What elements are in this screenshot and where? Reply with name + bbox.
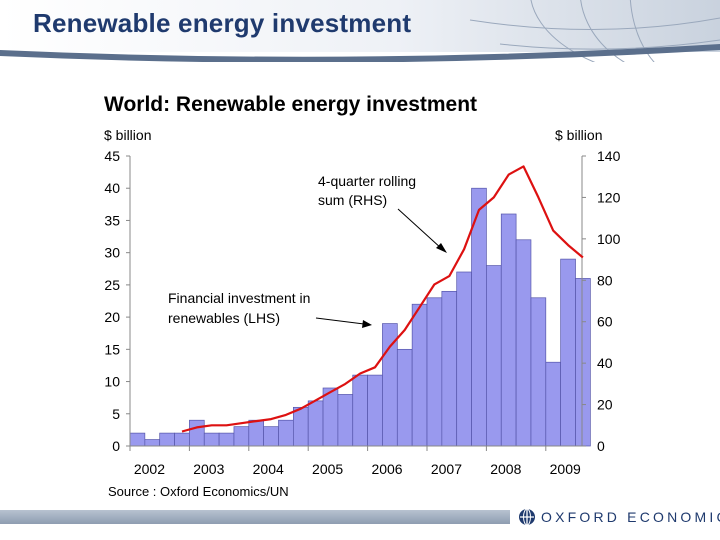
bar-2003Q3 xyxy=(218,432,235,447)
y-left-tick-label: 35 xyxy=(104,212,120,228)
y-left-tick-label: 30 xyxy=(104,245,120,261)
bar-2009Q3 xyxy=(575,278,591,447)
y-right-tick-label: 120 xyxy=(597,189,621,205)
x-tick-label: 2004 xyxy=(253,461,284,477)
x-tick-label: 2006 xyxy=(371,461,402,477)
footer-bar xyxy=(0,510,510,524)
globe-icon xyxy=(519,508,535,526)
annotation-rolling-sum-text: 4-quarter rolling xyxy=(318,173,416,189)
y-left-tick-label: 0 xyxy=(112,438,120,454)
bar-2008Q4 xyxy=(530,297,547,447)
logo-text: OXFORD ECONOMICS xyxy=(541,509,720,525)
header-globe-background xyxy=(0,0,720,62)
y-right-tick-label: 80 xyxy=(597,272,613,288)
bar-2005Q2 xyxy=(322,387,339,447)
y-left-tick-label: 45 xyxy=(104,148,120,164)
chart-title: World: Renewable energy investment xyxy=(104,93,478,116)
bar-2002Q2 xyxy=(144,439,161,447)
bar-2004Q1 xyxy=(248,419,265,447)
bar-2007Q1 xyxy=(426,297,443,447)
y-right-tick-label: 60 xyxy=(597,314,613,330)
y-right-tick-label: 100 xyxy=(597,231,621,247)
bar-2005Q3 xyxy=(337,394,354,447)
slide-title: Renewable energy investment xyxy=(33,8,412,38)
y-axis-right-label: $ billion xyxy=(555,127,602,143)
x-tick-label: 2009 xyxy=(550,461,581,477)
y-left-tick-label: 40 xyxy=(104,180,120,196)
bar-2003Q1 xyxy=(189,419,205,447)
y-right-tick-label: 0 xyxy=(597,438,605,454)
annotation-rolling-sum-arrowhead xyxy=(436,243,447,253)
slide-header: Renewable energy investment xyxy=(0,0,720,62)
bar-2005Q1 xyxy=(307,400,324,447)
y-left-tick-label: 15 xyxy=(104,341,120,357)
bar-2004Q4 xyxy=(293,406,309,447)
y-left-tick-label: 10 xyxy=(104,374,120,390)
y-left-tick-label: 25 xyxy=(104,277,120,293)
bar-2006Q1 xyxy=(367,374,383,447)
x-tick-label: 2008 xyxy=(490,461,521,477)
annotation-bars-arrow xyxy=(315,317,365,325)
bar-2007Q4 xyxy=(471,187,487,447)
y-right-tick-label: 20 xyxy=(597,397,613,413)
bar-2002Q4 xyxy=(174,432,190,447)
source-note: Source : Oxford Economics/UN xyxy=(108,484,289,499)
bar-2005Q4 xyxy=(352,374,368,447)
bar-2002Q1 xyxy=(129,432,146,447)
bar-2004Q2 xyxy=(263,426,279,447)
bar-2009Q2 xyxy=(560,258,576,447)
bar-2008Q2 xyxy=(500,213,517,447)
bar-2006Q3 xyxy=(396,348,413,447)
bar-2004Q3 xyxy=(278,419,294,447)
x-tick-label: 2002 xyxy=(134,461,165,477)
y-right-tick-label: 40 xyxy=(597,355,613,371)
bar-2006Q4 xyxy=(411,303,428,447)
bar-2008Q3 xyxy=(515,239,532,447)
rolling-sum-line xyxy=(181,165,584,433)
y-left-tick-label: 5 xyxy=(112,406,120,422)
bar-2007Q2 xyxy=(441,290,458,447)
annotation-rolling-sum-arrow xyxy=(397,208,443,250)
bar-2007Q3 xyxy=(456,271,472,447)
bar-2003Q4 xyxy=(233,426,250,447)
y-right-tick-label: 140 xyxy=(597,148,621,164)
bar-2002Q3 xyxy=(159,432,175,447)
bar-2003Q2 xyxy=(203,432,220,447)
annotation-bars-text: Financial investment in xyxy=(168,290,310,306)
annotation-bars-arrowhead xyxy=(362,320,372,328)
annotation-rolling-sum-text: sum (RHS) xyxy=(318,192,387,208)
x-tick-label: 2003 xyxy=(193,461,224,477)
x-tick-label: 2005 xyxy=(312,461,343,477)
annotation-bars-text: renewables (LHS) xyxy=(168,310,280,326)
bar-2009Q1 xyxy=(545,361,561,447)
oxford-economics-logo: OXFORD ECONOMICS xyxy=(518,507,720,527)
y-left-tick-label: 20 xyxy=(104,309,120,325)
y-axis-left-label: $ billion xyxy=(104,127,151,143)
x-tick-label: 2007 xyxy=(431,461,462,477)
bar-2008Q1 xyxy=(486,265,502,447)
